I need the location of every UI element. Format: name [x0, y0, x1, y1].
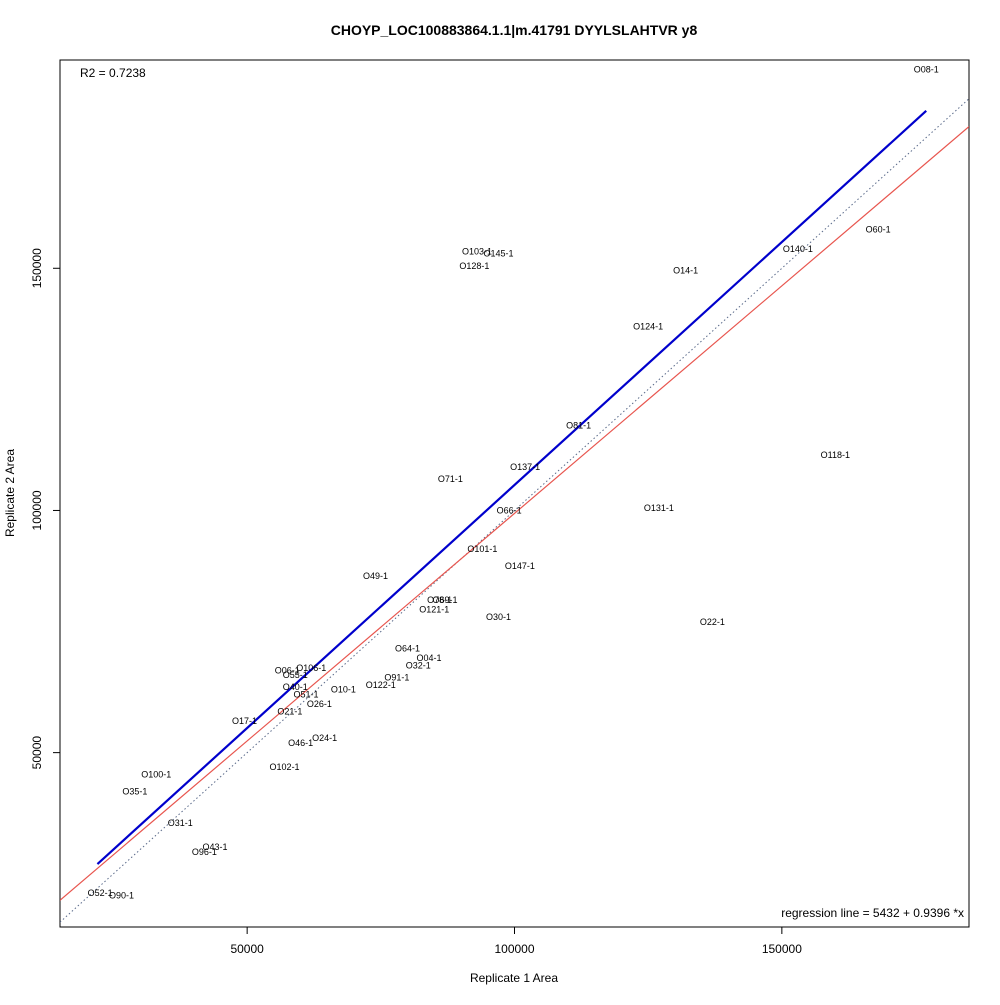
point-label: O43-1	[203, 842, 228, 852]
point-label: O121-1	[419, 605, 449, 615]
point-label: O51-1	[293, 690, 318, 700]
point-label: O103-1	[462, 246, 492, 256]
point-label: O124-1	[633, 321, 663, 331]
regression-line-red	[60, 126, 969, 901]
point-label: O137-1	[510, 462, 540, 472]
point-label: O52-1	[88, 888, 113, 898]
point-label: O14-1	[673, 266, 698, 276]
point-label: O96-1	[192, 847, 217, 857]
point-label: O69-1	[432, 595, 457, 605]
point-label: O64-1	[395, 643, 420, 653]
point-label: O131-1	[644, 503, 674, 513]
x-tick-label: 100000	[494, 942, 534, 956]
point-label: O40-1	[283, 682, 308, 692]
point-label: O128-1	[459, 261, 489, 271]
fit-line-blue	[96, 110, 927, 865]
point-label: O04-1	[416, 653, 441, 663]
point-label: O49-1	[363, 571, 388, 581]
point-label: O71-1	[438, 474, 463, 484]
point-label: O26-1	[307, 699, 332, 709]
point-label: O10-1	[331, 685, 356, 695]
chart-title: CHOYP_LOC100883864.1.1|m.41791 DYYLSLAHT…	[331, 22, 698, 38]
point-label: O140-1	[783, 244, 813, 254]
regression-annotation: regression line = 5432 + 0.9396 *x	[781, 906, 964, 920]
point-label: O06-1	[275, 665, 300, 675]
identity-line	[60, 98, 969, 923]
point-label: O17-1	[232, 716, 257, 726]
point-label: O22-1	[700, 617, 725, 627]
point-label: O91-1	[384, 673, 409, 683]
y-tick-label: 150000	[30, 248, 44, 288]
x-axis: 50000 100000 150000	[230, 927, 802, 956]
x-tick-label: 50000	[230, 942, 264, 956]
point-label: O31-1	[168, 818, 193, 828]
regression-lines	[60, 98, 969, 923]
y-axis-label: Replicate 2 Area	[3, 449, 17, 537]
y-tick-label: 100000	[30, 490, 44, 530]
point-label: O35-1	[122, 786, 147, 796]
point-label: O122-1	[366, 680, 396, 690]
point-labels: O08-1 O60-1 O140-1 O14-1 O124-1 O118-1 O131-1 O…	[88, 65, 939, 901]
point-label: O101-1	[467, 544, 497, 554]
point-label: O24-1	[312, 733, 337, 743]
point-label: O90-1	[109, 891, 134, 901]
point-label: O21-1	[277, 706, 302, 716]
point-label: O106-1	[296, 663, 326, 673]
x-axis-label: Replicate 1 Area	[470, 971, 558, 985]
x-tick-label: 150000	[762, 942, 802, 956]
point-label: O81-1	[566, 421, 591, 431]
plot-frame	[59, 59, 970, 928]
point-label: O32-1	[406, 660, 431, 670]
point-label: O08-1	[914, 65, 939, 75]
point-label: O102-1	[270, 762, 300, 772]
point-label: O55-1	[283, 670, 308, 680]
point-label: O145-1	[483, 249, 513, 259]
y-axis: 50000 100000 150000	[30, 248, 60, 769]
point-label: O78-1	[427, 595, 452, 605]
y-tick-label: 50000	[30, 736, 44, 770]
point-label: O147-1	[505, 561, 535, 571]
r2-annotation: R2 = 0.7238	[80, 66, 146, 80]
point-label: O46-1	[288, 738, 313, 748]
point-label: O118-1	[821, 450, 850, 460]
point-label: O66-1	[497, 505, 522, 515]
point-label: O60-1	[866, 225, 891, 235]
point-label: O100-1	[141, 769, 171, 779]
point-label: O30-1	[486, 612, 511, 622]
